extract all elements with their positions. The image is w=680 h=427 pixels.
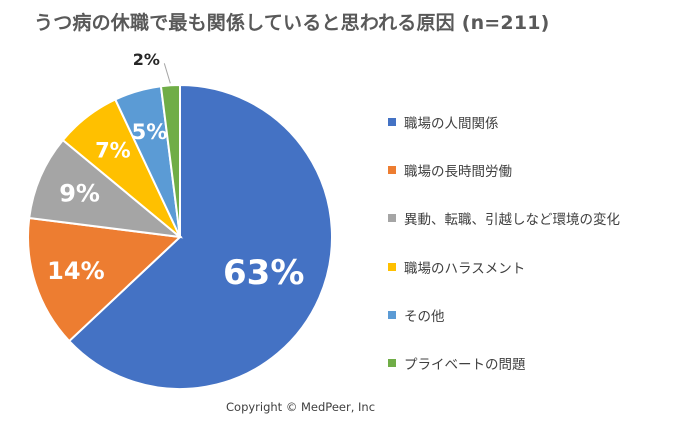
pie-slice-3 xyxy=(28,138,184,239)
legend-label: 異動、転職、引越しなど環境の変化 xyxy=(404,212,620,229)
data-label-6: 2% xyxy=(133,50,160,69)
legend-swatch xyxy=(388,165,396,174)
legend-swatch xyxy=(388,359,396,368)
legend-swatch xyxy=(388,311,396,320)
chart-title: うつ病の休職で最も関係していると思われる原因 (n=211) xyxy=(34,12,550,34)
legend-swatch xyxy=(388,117,396,126)
legend-label: プライベートの問題 xyxy=(404,357,526,374)
pie-slice-1 xyxy=(67,83,333,390)
pie-slice-2 xyxy=(27,216,183,343)
copyright-text: Copyright © MedPeer, Inc xyxy=(226,400,376,414)
legend-item-2: 職場の長時間労働 xyxy=(388,160,620,180)
legend-label: 職場のハラスメント xyxy=(404,260,526,277)
data-label-3: 9% xyxy=(59,180,100,208)
legend-item-1: 職場の人間関係 xyxy=(388,112,620,132)
legend-label: 職場の長時間労働 xyxy=(404,163,512,180)
pie-data-labels: 63% 14% 9% 7%5% 2% xyxy=(47,50,304,293)
leader-line xyxy=(163,63,171,84)
legend-label: 職場の人間関係 xyxy=(404,115,499,132)
legend-item-6: プライベートの問題 xyxy=(388,354,620,373)
data-label-5: 5% xyxy=(132,120,168,144)
data-label-4: 7% xyxy=(95,139,131,163)
leader-lines xyxy=(163,63,171,84)
legend-item-5: その他 xyxy=(388,306,620,325)
data-label-1: 63% xyxy=(223,253,304,293)
pie-slices xyxy=(27,83,333,390)
legend-label: その他 xyxy=(404,309,445,326)
chart-legend: 職場の人間関係 職場の長時間労働異動、転職、引越しなど環境の変化 職場のハラスメント… xyxy=(388,112,620,402)
pie-slice-6 xyxy=(159,83,181,238)
legend-item-3: 異動、転職、引越しなど環境の変化 xyxy=(388,209,620,228)
legend-swatch xyxy=(388,214,396,223)
legend-item-4: 職場のハラスメント xyxy=(388,257,620,277)
legend-swatch xyxy=(388,262,396,271)
data-label-2: 14% xyxy=(47,257,104,285)
